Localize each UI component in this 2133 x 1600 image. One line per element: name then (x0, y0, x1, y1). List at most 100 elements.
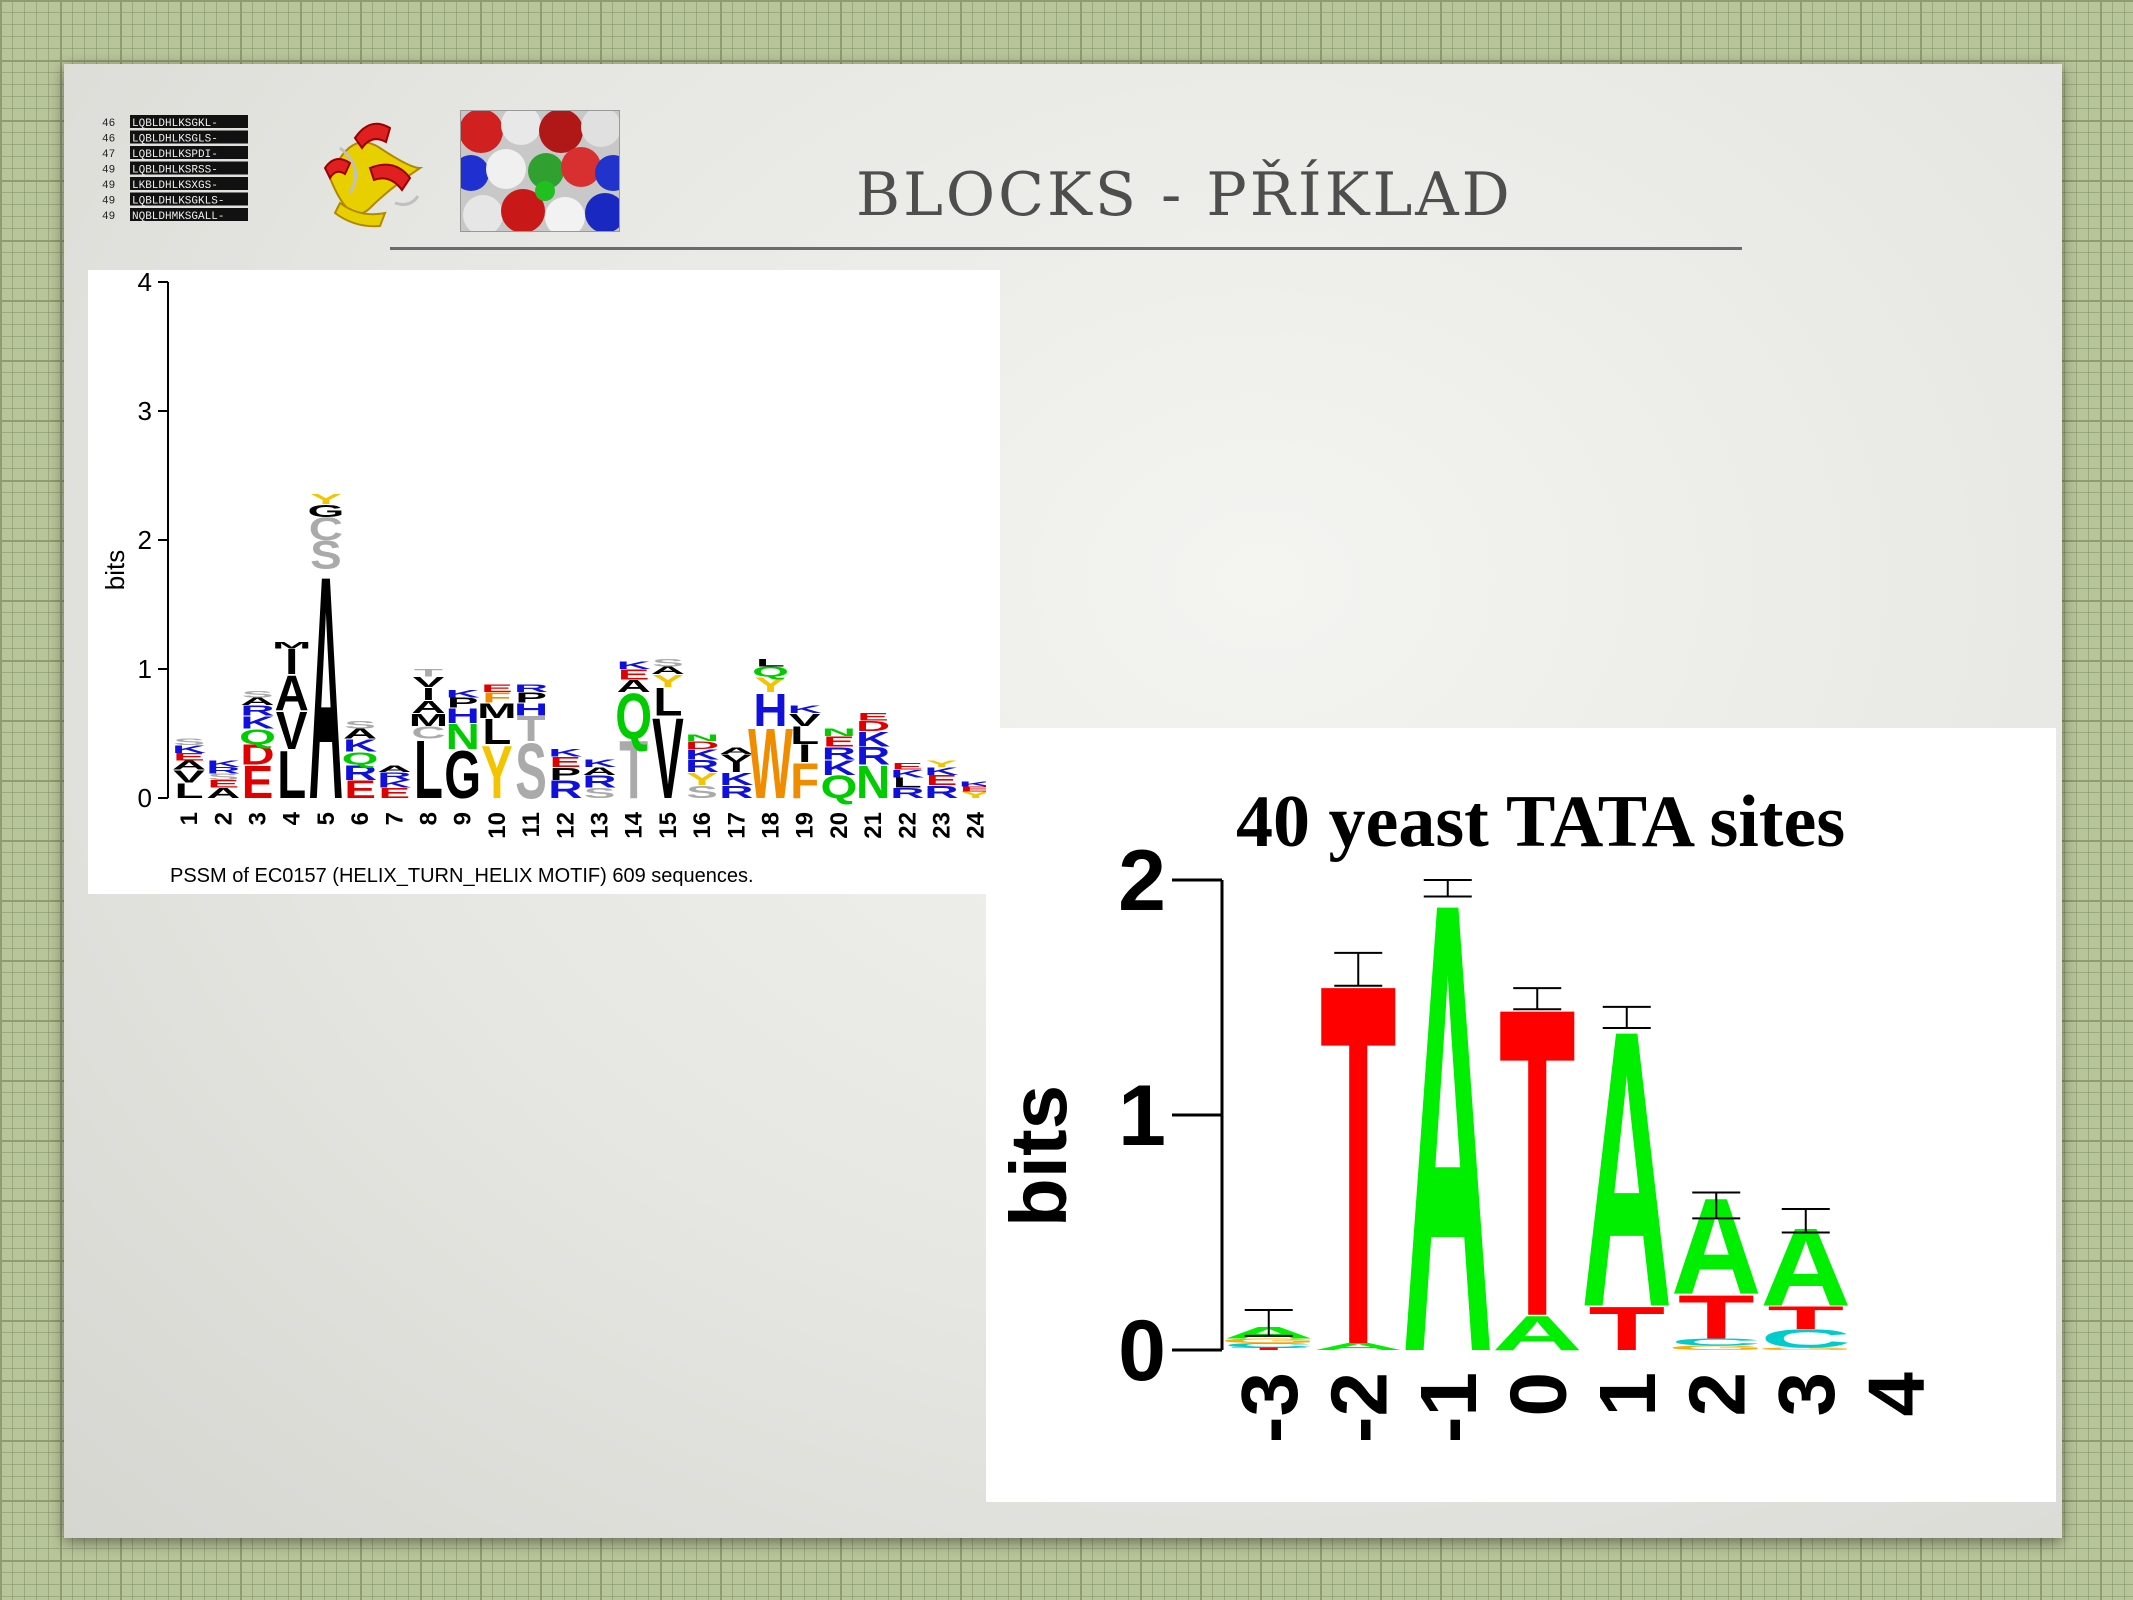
pssm-letter: R (514, 683, 548, 695)
pssm-letter: K (719, 769, 753, 789)
pssm-letter: V (652, 695, 684, 823)
tata-letter: A (1492, 1306, 1583, 1360)
pssm-letter: I (422, 684, 435, 704)
pssm-letter: S (652, 657, 684, 669)
pssm-letter: L (893, 775, 922, 791)
alignment-row-sequence: LQBLDHLKSGKLS- (132, 196, 224, 208)
pssm-letter: P (447, 695, 479, 711)
pssm-letter: E (344, 776, 376, 804)
pssm-letter: E (960, 785, 992, 793)
alignment-row-bg (130, 115, 248, 128)
pssm-letter: A (411, 697, 445, 717)
pssm-letter: A (309, 511, 343, 866)
pssm-letter: Y (481, 731, 513, 815)
pssm-letter: S (208, 772, 240, 782)
pssm-letter: Y (310, 491, 342, 507)
pssm-x-tick-label: 10 (484, 812, 511, 839)
pssm-letter: D (856, 718, 890, 734)
pssm-letter: R (856, 743, 890, 771)
pssm-x-tick-label: 23 (929, 812, 956, 839)
pssm-letter: R (890, 785, 924, 801)
pssm-letter: L (175, 779, 204, 803)
tata-y-tick-label: 1 (1118, 1068, 1166, 1164)
pssm-x-tick-label: 9 (450, 812, 477, 825)
alignment-row-sequence: NQBLDHMKSGALL- (132, 211, 224, 223)
alignment-row-sequence: LQBLDHLKSGKL- (132, 118, 218, 130)
pssm-letter: R (822, 743, 856, 763)
pssm-letter: K (924, 765, 958, 777)
pssm-x-tick-label: 11 (518, 812, 545, 837)
pssm-letter: A (377, 764, 411, 774)
tata-chart-title: 40 yeast TATA sites (1236, 781, 1845, 863)
slide-title: BLOCKS - PŘÍKLAD (856, 160, 1513, 230)
pssm-letter: T (414, 667, 443, 679)
tata-x-tick-label: -1 (1404, 1372, 1493, 1443)
pssm-letter: D (240, 740, 274, 771)
pssm-letter: D (685, 740, 719, 752)
pssm-letter: Y (686, 769, 718, 789)
tata-y-tick-label: 0 (1118, 1303, 1166, 1399)
pssm-letter: V (721, 752, 753, 764)
pssm-letter: N (822, 727, 856, 739)
pssm-letter: E (481, 683, 513, 695)
pssm-x-tick-label: 4 (279, 811, 306, 825)
pssm-x-tick-label: 16 (689, 812, 716, 839)
pssm-letter: S (173, 737, 205, 747)
pssm-letter: C (309, 511, 343, 548)
pssm-letter: R (582, 772, 616, 792)
pssm-letter: H (446, 704, 480, 728)
pssm-letter: V (413, 674, 445, 690)
pssm-letter: K (788, 703, 822, 715)
pssm-letter: M (409, 710, 448, 730)
pssm-letter: A (617, 676, 651, 696)
pssm-letter: A (206, 785, 240, 801)
pssm-letter: L (790, 722, 819, 750)
title-underline (390, 247, 1742, 250)
pssm-x-tick-label: 5 (313, 812, 340, 825)
tata-x-tick-label: 4 (1851, 1372, 1940, 1417)
pssm-letter: K (582, 758, 616, 770)
pssm-letter: K (206, 759, 241, 769)
pssm-letter: E (926, 772, 958, 788)
pssm-letter: G (444, 738, 481, 813)
alignment-row-sequence: LKBLDHLKSXGS- (132, 180, 218, 192)
alignment-row-bg (130, 177, 248, 190)
pssm-y-tick-label: 0 (138, 783, 152, 813)
tata-letter: T (1588, 1294, 1665, 1363)
pssm-letter: R (685, 756, 719, 776)
pssm-x-tick-label: 7 (381, 812, 408, 825)
tata-x-tick-label: 3 (1762, 1372, 1851, 1417)
pssm-letter: R (719, 782, 753, 802)
tata-letter: A (1313, 1341, 1404, 1352)
pssm-letter: Y (652, 671, 684, 691)
tata-x-tick-label: -3 (1225, 1372, 1314, 1443)
pssm-letter: E (857, 711, 889, 723)
pssm-letter: S (584, 785, 616, 801)
pssm-letter: G (307, 501, 344, 521)
pssm-letter: L (756, 657, 785, 669)
pssm-letter: S (344, 719, 376, 731)
pssm-letter: L (482, 711, 511, 751)
pssm-letter: Q (239, 725, 276, 749)
pssm-letter: Q (615, 681, 652, 753)
pssm-x-tick-label: 12 (552, 812, 579, 839)
alignment-row-bg (130, 208, 248, 221)
pssm-letter: E (242, 755, 274, 808)
pssm-letter: T (619, 724, 648, 816)
pssm-caption: PSSM of EC0157 (HELIX_TURN_HELIX MOTIF) … (170, 865, 754, 887)
pssm-letter: P (515, 690, 547, 706)
alignment-row-number: 49 (102, 196, 115, 208)
alignment-row-sequence: LQBLDHLKSGLS- (132, 134, 218, 146)
pssm-letter: S (686, 782, 718, 802)
pssm-letter: M (272, 640, 311, 650)
pssm-letter: N (856, 755, 890, 808)
pssm-letter: I (730, 759, 743, 775)
pssm-letter: E (173, 751, 205, 763)
pssm-y-tick-label: 4 (138, 270, 152, 297)
pssm-letter: A (275, 666, 309, 722)
pssm-x-tick-label: 22 (894, 812, 921, 839)
pssm-letter: K (890, 768, 924, 780)
pssm-letter: K (822, 755, 857, 779)
pssm-letter: A (582, 765, 616, 777)
